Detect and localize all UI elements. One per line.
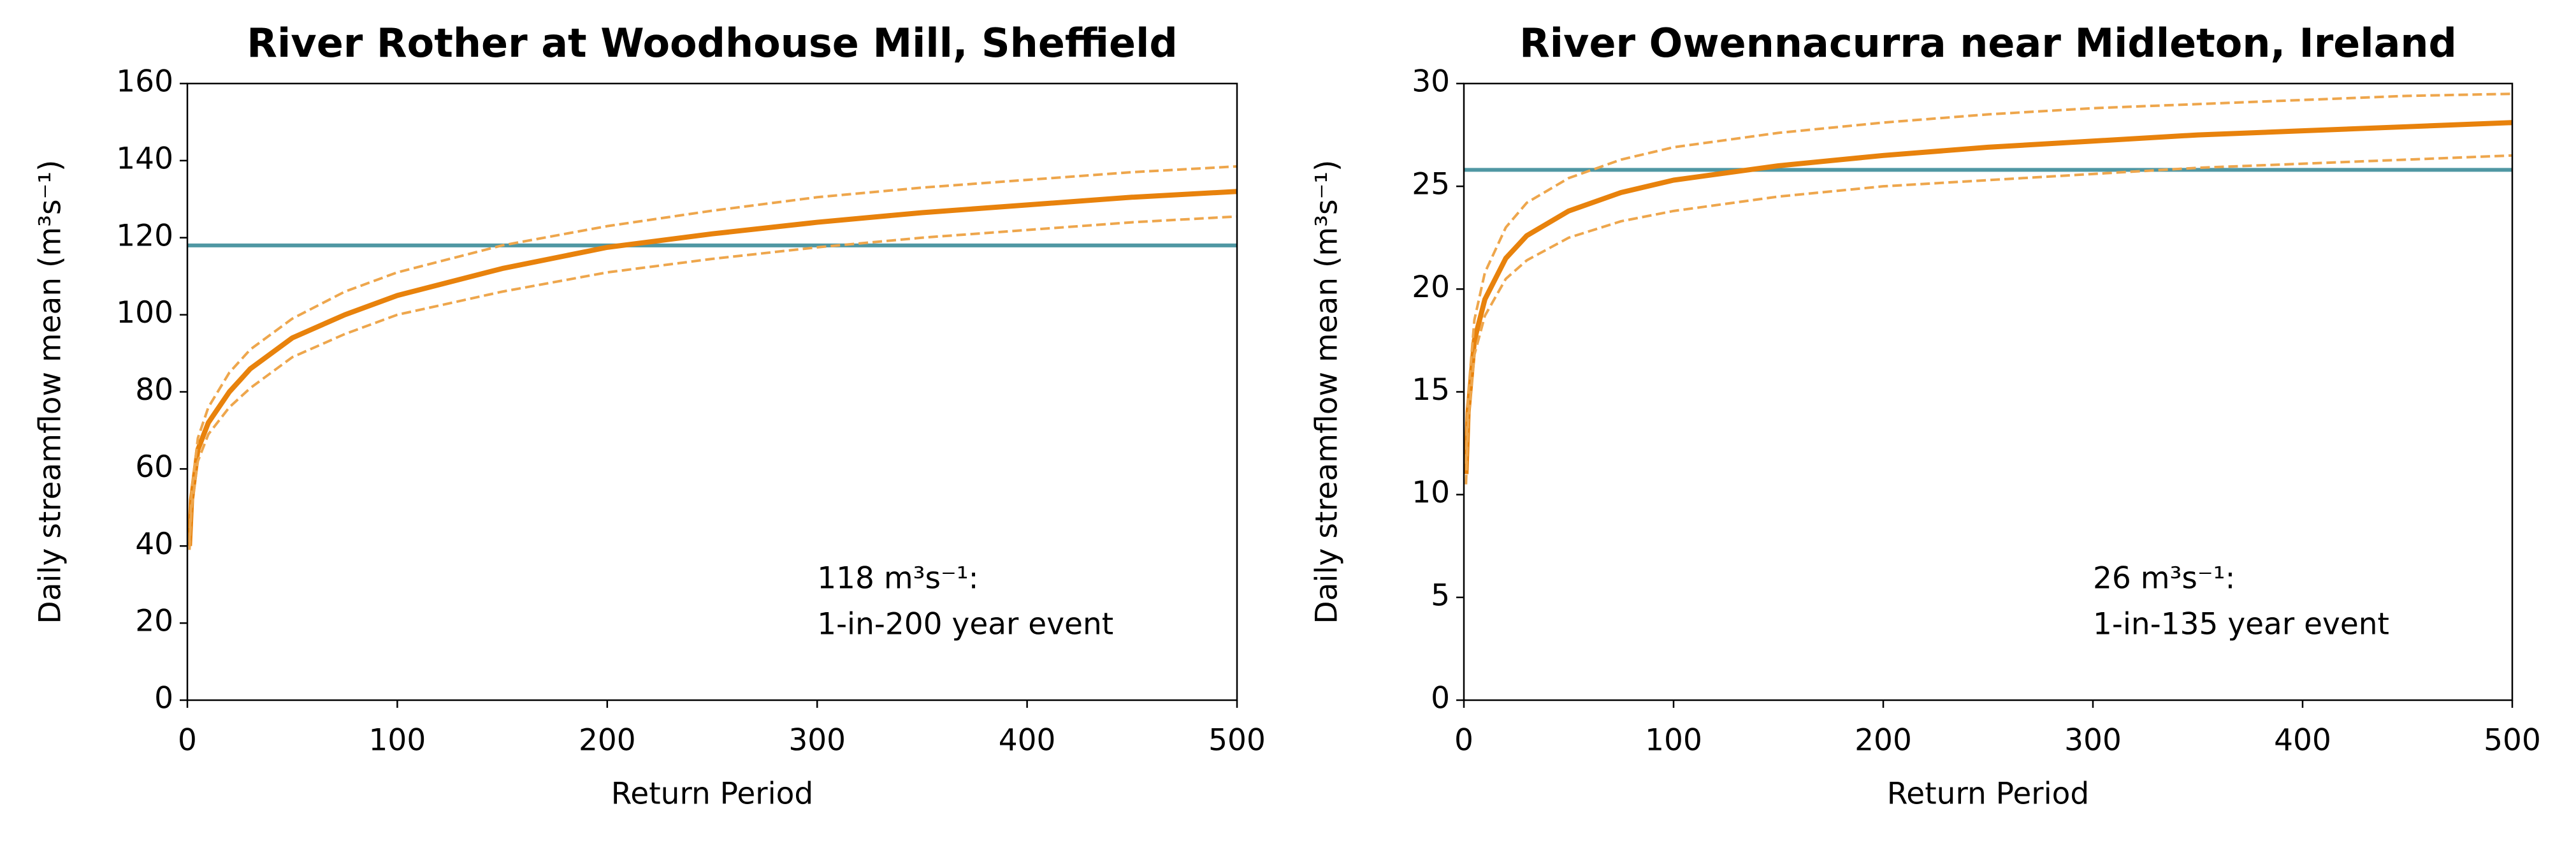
annotation: 1-in-135 year event [2093,607,2389,642]
x-tick-label: 200 [1855,723,1912,758]
chart-title: River Owennacurra near Midleton, Ireland [1519,20,2457,66]
y-tick-label: 30 [1412,64,1450,99]
y-axis-label: Daily streamflow mean (m³s⁻¹) [33,160,68,624]
bound-line [1465,154,2513,485]
y-tick-label: 140 [116,141,173,176]
y-tick-label: 60 [135,450,173,485]
chart-title: River Rother at Woodhouse Mill, Sheffiel… [247,20,1177,66]
y-tick-label: 80 [135,372,173,407]
y-tick-label: 25 [1412,167,1450,202]
y-tick-label: 5 [1431,578,1450,613]
y-tick-label: 20 [1412,270,1450,305]
x-tick-label: 100 [369,723,426,758]
y-tick-label: 100 [116,295,173,330]
y-tick-label: 120 [116,218,173,253]
axes-frame [1463,82,2514,701]
x-tick-label: 200 [579,723,636,758]
y-tick-label: 20 [135,604,173,639]
annotation: 26 m³s⁻¹: [2093,561,2235,596]
bound-line [188,215,1238,550]
y-tick-label: 160 [116,64,173,99]
estimate-line [187,189,1238,546]
x-tick-label: 100 [1645,723,1702,758]
x-tick-label: 0 [178,723,197,758]
x-tick-label: 500 [2484,723,2541,758]
annotation: 1-in-200 year event [817,607,1113,642]
x-tick-label: 400 [2274,723,2331,758]
axes-frame [186,82,1238,701]
x-axis-label: Return Period [1887,777,2089,812]
x-tick-label: 300 [2064,723,2122,758]
y-tick-label: 0 [154,681,173,716]
y-tick-label: 15 [1412,372,1450,407]
bound-line [1465,92,2513,464]
x-tick-label: 400 [999,723,1056,758]
bound-line [188,165,1238,543]
y-axis-label: Daily streamflow mean (m³s⁻¹) [1310,160,1345,624]
x-axis-label: Return Period [611,777,813,812]
x-tick-label: 300 [788,723,846,758]
x-tick-label: 500 [1208,723,1266,758]
y-tick-label: 10 [1412,475,1450,510]
y-tick-label: 0 [1431,681,1450,716]
x-tick-label: 0 [1454,723,1473,758]
estimate-line [1463,120,2513,474]
annotation: 118 m³s⁻¹: [817,561,978,596]
y-tick-label: 40 [135,527,173,562]
